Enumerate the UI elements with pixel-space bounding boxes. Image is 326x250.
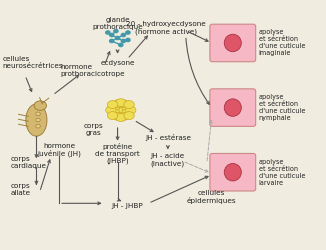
Circle shape: [36, 112, 40, 116]
Circle shape: [107, 112, 118, 120]
Circle shape: [126, 31, 130, 34]
FancyBboxPatch shape: [210, 24, 256, 62]
Text: JH - estérase: JH - estérase: [145, 134, 191, 141]
Text: protéine
de transport
(JHBP): protéine de transport (JHBP): [95, 143, 140, 164]
Ellipse shape: [26, 104, 47, 136]
Ellipse shape: [34, 101, 47, 110]
Circle shape: [113, 112, 123, 120]
Circle shape: [121, 34, 126, 36]
Text: JH - JHBP: JH - JHBP: [111, 203, 143, 209]
Circle shape: [110, 34, 114, 36]
Circle shape: [114, 30, 118, 33]
Circle shape: [121, 39, 126, 42]
Ellipse shape: [224, 99, 241, 116]
Text: apolyse
et sécrétion
d'une cuticule
imaginale: apolyse et sécrétion d'une cuticule imag…: [259, 30, 305, 56]
Circle shape: [126, 38, 130, 42]
Circle shape: [126, 106, 136, 114]
Circle shape: [106, 31, 110, 34]
Circle shape: [124, 112, 134, 120]
Ellipse shape: [224, 164, 241, 181]
Text: cellules
neurosécrétrices: cellules neurosécrétrices: [2, 56, 63, 69]
Text: glande
prothoracique: glande prothoracique: [92, 17, 143, 30]
Circle shape: [36, 118, 40, 122]
Circle shape: [122, 103, 132, 111]
Circle shape: [106, 106, 116, 114]
Circle shape: [116, 106, 126, 114]
Circle shape: [116, 99, 126, 107]
Circle shape: [115, 36, 120, 40]
Circle shape: [118, 112, 129, 120]
Circle shape: [110, 39, 114, 42]
Text: cellules
épidermiques: cellules épidermiques: [187, 190, 236, 204]
Circle shape: [110, 103, 120, 111]
Text: 20 - hydroxyecdysone
(hormone active): 20 - hydroxyecdysone (hormone active): [126, 21, 206, 35]
Circle shape: [113, 100, 123, 108]
Circle shape: [36, 124, 40, 128]
Text: apolyse
et sécrétion
d'une cuticule
nymphale: apolyse et sécrétion d'une cuticule nymp…: [259, 94, 305, 121]
Text: JH - acide
(inactive): JH - acide (inactive): [151, 153, 185, 166]
Text: ecdysone: ecdysone: [100, 60, 135, 66]
FancyBboxPatch shape: [210, 154, 256, 191]
Text: corps
gras: corps gras: [83, 122, 103, 136]
Text: corps
cardiaque: corps cardiaque: [10, 156, 46, 169]
Circle shape: [110, 109, 120, 117]
FancyBboxPatch shape: [210, 89, 256, 126]
Circle shape: [122, 109, 132, 117]
Text: hormone
prothoracicotrope: hormone prothoracicotrope: [61, 64, 126, 77]
Circle shape: [118, 100, 129, 108]
Circle shape: [124, 100, 134, 108]
Text: apolyse
et sécrétion
d'une cuticule
larvaire: apolyse et sécrétion d'une cuticule larv…: [259, 159, 305, 186]
Text: hormone
juvénile (JH): hormone juvénile (JH): [37, 142, 81, 157]
Text: corps
allate: corps allate: [10, 183, 31, 196]
Circle shape: [107, 100, 118, 108]
Circle shape: [119, 43, 123, 46]
Circle shape: [116, 114, 126, 122]
Ellipse shape: [224, 34, 241, 52]
